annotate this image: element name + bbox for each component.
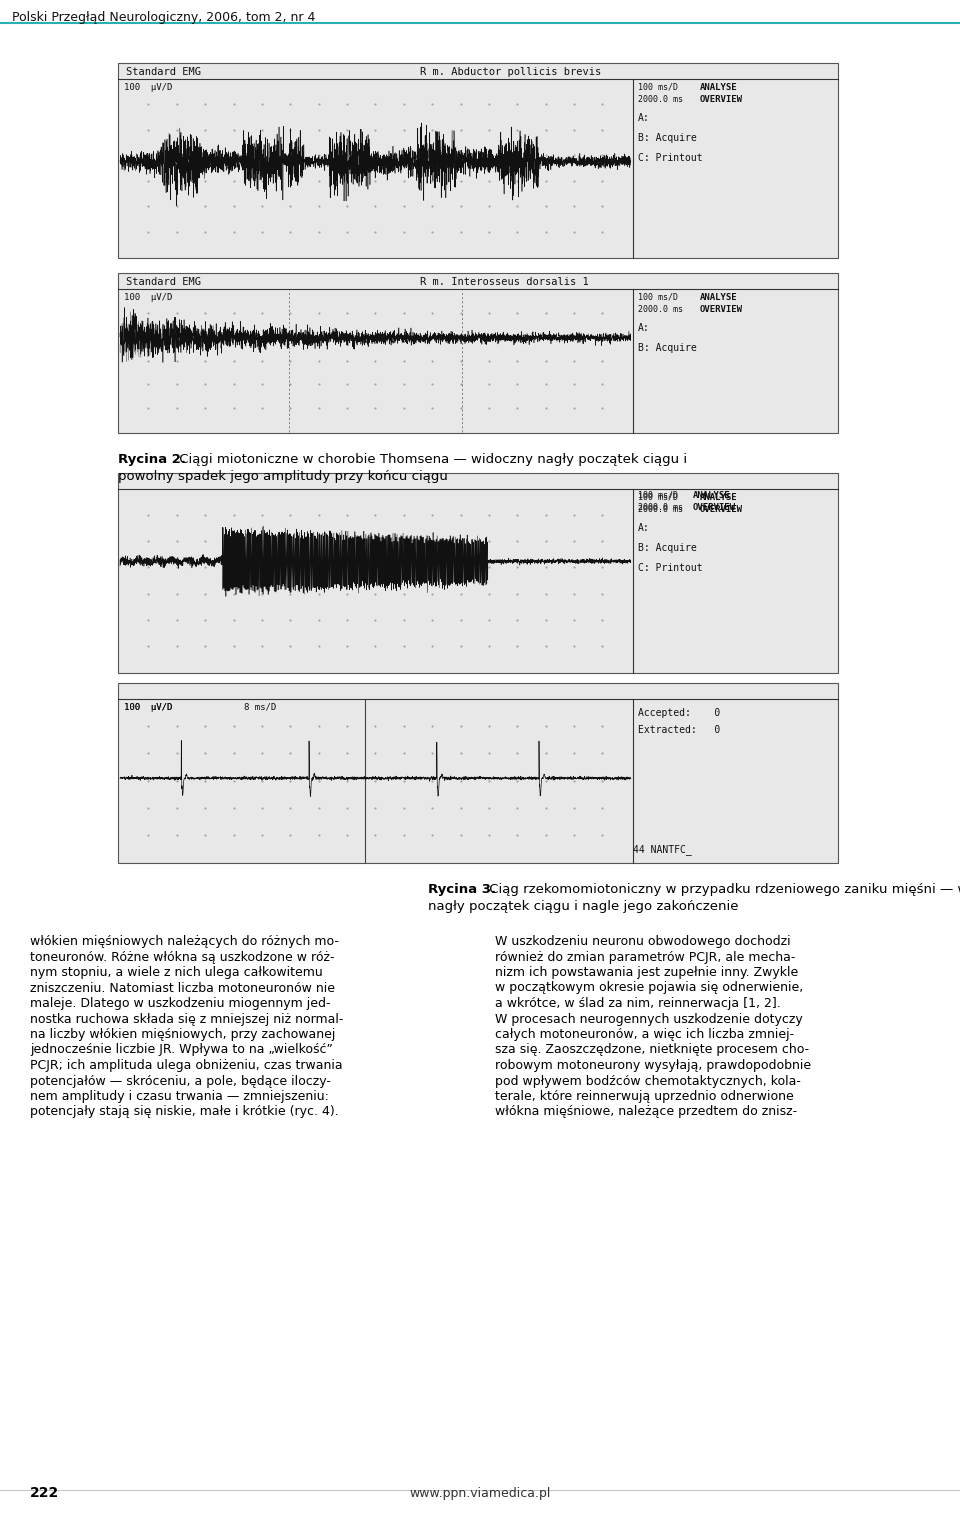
Text: 100  μV/D: 100 μV/D xyxy=(124,293,173,303)
Bar xyxy=(118,683,838,863)
Text: Ciągi miotoniczne w chorobie Thomsena — widoczny nagły początek ciągu i: Ciągi miotoniczne w chorobie Thomsena — … xyxy=(175,452,687,466)
Text: a wkrótce, w ślad za nim, reinnerwacja [1, 2].: a wkrótce, w ślad za nim, reinnerwacja [… xyxy=(495,996,780,1010)
Text: sza się. Zaoszczędzone, nietknięte procesem cho-: sza się. Zaoszczędzone, nietknięte proce… xyxy=(495,1044,809,1056)
Text: 100 ms/D: 100 ms/D xyxy=(637,494,678,503)
Text: 100 ms/D: 100 ms/D xyxy=(637,83,678,92)
Text: A:: A: xyxy=(637,113,650,122)
Text: w początkowym okresie pojawia się odnerwienie,: w początkowym okresie pojawia się odnerw… xyxy=(495,981,804,995)
Text: 100 ms/D: 100 ms/D xyxy=(637,293,678,303)
Text: Polski Przegłąd Neurologiczny, 2006, tom 2, nr 4: Polski Przegłąd Neurologiczny, 2006, tom… xyxy=(12,11,316,24)
Text: B: Acquire: B: Acquire xyxy=(637,542,697,553)
Text: R m. Abductor pollicis brevis: R m. Abductor pollicis brevis xyxy=(420,67,602,76)
Text: 100  uV/D: 100 uV/D xyxy=(124,703,173,712)
Text: 100 ms/D: 100 ms/D xyxy=(637,490,678,500)
Text: A:: A: xyxy=(637,523,650,533)
Text: OVERVIEW: OVERVIEW xyxy=(700,306,743,313)
Text: nizm ich powstawania jest zupełnie inny. Zwykle: nizm ich powstawania jest zupełnie inny.… xyxy=(495,966,799,979)
Text: 2000.0 ms: 2000.0 ms xyxy=(637,306,683,313)
Bar xyxy=(118,274,838,432)
Text: ANALYSE: ANALYSE xyxy=(700,293,737,303)
Text: powolny spadek jego amplitudy przy końcu ciągu: powolny spadek jego amplitudy przy końcu… xyxy=(118,471,448,483)
Text: również do zmian parametrów PCJR, ale mecha-: również do zmian parametrów PCJR, ale me… xyxy=(495,950,796,964)
Text: zniszczeniu. Natomiast liczba motoneuronów nie: zniszczeniu. Natomiast liczba motoneuron… xyxy=(30,981,335,995)
Text: 44 NANTFC_: 44 NANTFC_ xyxy=(633,843,691,856)
Text: Standard EMG: Standard EMG xyxy=(126,67,201,76)
Bar xyxy=(118,474,838,672)
Text: Extracted:   0: Extracted: 0 xyxy=(637,724,720,735)
Text: 222: 222 xyxy=(30,1487,60,1500)
Text: nagły początek ciągu i nagle jego zakończenie: nagły początek ciągu i nagle jego zakońc… xyxy=(428,900,738,914)
Text: 8 ms/D: 8 ms/D xyxy=(244,703,276,712)
Text: nem amplitudy i czasu trwania — zmniejszeniu:: nem amplitudy i czasu trwania — zmniejsz… xyxy=(30,1089,329,1103)
Text: OVERVIEW: OVERVIEW xyxy=(693,503,735,512)
Text: potencjały stają się niskie, małe i krótkie (ryc. 4).: potencjały stają się niskie, małe i krót… xyxy=(30,1105,339,1118)
Text: W procesach neurogennych uszkodzenie dotyczy: W procesach neurogennych uszkodzenie dot… xyxy=(495,1013,803,1025)
Text: PCJR; ich amplituda ulega obniżeniu, czas trwania: PCJR; ich amplituda ulega obniżeniu, cza… xyxy=(30,1059,343,1073)
Text: włókien mięśniowych należących do różnych mo-: włókien mięśniowych należących do różnyc… xyxy=(30,935,339,947)
Text: 100  μV/D: 100 μV/D xyxy=(124,83,173,92)
Text: ANALYSE: ANALYSE xyxy=(700,494,737,503)
Text: nym stopniu, a wiele z nich ulega całkowitemu: nym stopniu, a wiele z nich ulega całkow… xyxy=(30,966,323,979)
Text: Rycina 2.: Rycina 2. xyxy=(118,452,186,466)
Text: B: Acquire: B: Acquire xyxy=(637,133,697,144)
Text: www.ppn.viamedica.pl: www.ppn.viamedica.pl xyxy=(409,1487,551,1500)
Text: 2000.0 ms: 2000.0 ms xyxy=(637,95,683,104)
Text: na liczby włókien mięśniowych, przy zachowanej: na liczby włókien mięśniowych, przy zach… xyxy=(30,1028,335,1041)
Text: W uszkodzeniu neuronu obwodowego dochodzi: W uszkodzeniu neuronu obwodowego dochodz… xyxy=(495,935,791,947)
Text: OVERVIEW: OVERVIEW xyxy=(700,504,743,513)
Text: robowym motoneurony wysyłają, prawdopodobnie: robowym motoneurony wysyłają, prawdopodo… xyxy=(495,1059,811,1073)
Text: 2000.0 ms: 2000.0 ms xyxy=(637,503,683,512)
Text: R m. Interosseus dorsalis 1: R m. Interosseus dorsalis 1 xyxy=(420,277,589,287)
Text: C: Printout: C: Printout xyxy=(637,153,703,163)
Text: C: Printout: C: Printout xyxy=(637,562,703,573)
Text: A:: A: xyxy=(637,322,650,333)
Text: toneuronów. Różne włókna są uszkodzone w róż-: toneuronów. Różne włókna są uszkodzone w… xyxy=(30,950,334,964)
Bar xyxy=(118,63,838,258)
Text: nostka ruchowa składa się z mniejszej niż normal-: nostka ruchowa składa się z mniejszej ni… xyxy=(30,1013,344,1025)
Text: ANALYSE: ANALYSE xyxy=(700,83,737,92)
Text: Standard EMG: Standard EMG xyxy=(126,277,201,287)
Text: ANALYSE: ANALYSE xyxy=(693,490,731,500)
Text: włókna mięśniowe, należące przedtem do znisz-: włókna mięśniowe, należące przedtem do z… xyxy=(495,1105,797,1118)
Text: Accepted:    0: Accepted: 0 xyxy=(637,707,720,718)
Text: jednocześnie liczbie JR. Wpływa to na „wielkość”: jednocześnie liczbie JR. Wpływa to na „w… xyxy=(30,1044,333,1056)
Text: terale, które reinnerwują uprzednio odnerwione: terale, które reinnerwują uprzednio odne… xyxy=(495,1089,794,1103)
Text: potencjałów — skróceniu, a pole, będące iloczy-: potencjałów — skróceniu, a pole, będące … xyxy=(30,1074,331,1088)
Text: OVERVIEW: OVERVIEW xyxy=(700,95,743,104)
Text: pod wpływem bodźców chemotaktycznych, kola-: pod wpływem bodźców chemotaktycznych, ko… xyxy=(495,1074,801,1088)
Text: Ciąg rzekomomiotoniczny w przypadku rdzeniowego zaniku mięśni — widoczny: Ciąg rzekomomiotoniczny w przypadku rdze… xyxy=(485,883,960,895)
Text: maleje. Dlatego w uszkodzeniu miogennym jed-: maleje. Dlatego w uszkodzeniu miogennym … xyxy=(30,996,330,1010)
Text: Rycina 3.: Rycina 3. xyxy=(428,883,496,895)
Text: B: Acquire: B: Acquire xyxy=(637,342,697,353)
Text: 100  μV/D: 100 μV/D xyxy=(124,703,173,712)
Text: całych motoneuronów, a więc ich liczba zmniej-: całych motoneuronów, a więc ich liczba z… xyxy=(495,1028,794,1041)
Text: 2000.0 ms: 2000.0 ms xyxy=(637,504,683,513)
